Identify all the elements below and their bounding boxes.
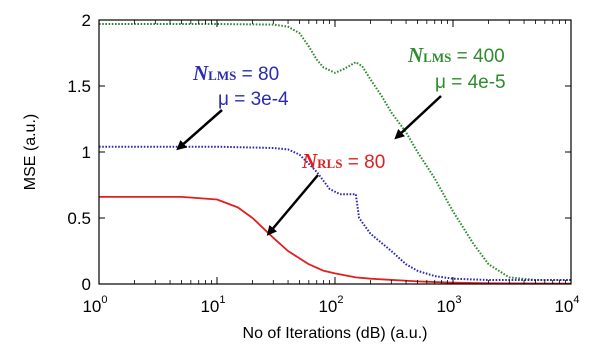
x-tick-label: 103 xyxy=(436,294,461,316)
x-tick-label: 101 xyxy=(200,294,225,316)
y-tick-label: 2 xyxy=(82,11,91,30)
annotation-nrls-80-value: = 80 xyxy=(342,152,385,173)
annotation-nrls-80-sub: RLS xyxy=(317,156,342,171)
annotation-nrls-80-arrow xyxy=(266,174,319,236)
annotation-nrls-80: NRLS = 80 xyxy=(266,149,385,236)
svg-text:NLMS = 400: NLMS = 400 xyxy=(407,43,505,67)
annotation-nlms-400-value: = 400 xyxy=(451,46,504,67)
series-line-2 xyxy=(99,195,572,285)
y-tick-label: 0 xyxy=(82,275,91,294)
annotation-nlms-80-arrow xyxy=(176,109,223,151)
series-layer xyxy=(99,23,572,285)
series-line-1 xyxy=(99,145,571,281)
ticks-layer: 0 0.5 1 1.5 2 100 101 102 103 104 xyxy=(67,11,579,316)
annotation-nlms-400-mu: μ = 4e-5 xyxy=(435,72,506,93)
annotation-nlms-400-arrow xyxy=(394,95,442,140)
y-tick-label: 0.5 xyxy=(67,209,91,228)
y-tick-label: 1.5 xyxy=(67,77,91,96)
annotation-nlms-80-value: = 80 xyxy=(236,64,279,85)
x-tick-label: 100 xyxy=(82,294,107,316)
annotation-nlms-80-name: N xyxy=(192,61,209,85)
x-tick-label: 104 xyxy=(554,294,579,316)
y-tick-label: 1 xyxy=(82,143,91,162)
annotation-nlms-80-mu: μ = 3e-4 xyxy=(218,89,289,110)
annotation-nlms-80: NLMS = 80 μ = 3e-4 xyxy=(176,61,289,151)
x-tick-label: 102 xyxy=(318,294,343,316)
annotation-nlms-400-name: N xyxy=(407,43,424,67)
annotation-nlms-400-sub: LMS xyxy=(423,50,451,65)
y-axis-label: MSE (a.u.) xyxy=(22,114,39,190)
svg-text:NRLS = 80: NRLS = 80 xyxy=(301,149,385,173)
annotation-nlms-400: NLMS = 400 μ = 4e-5 xyxy=(394,43,506,140)
x-axis-label: No of Iterations (dB) (a.u.) xyxy=(243,325,428,342)
svg-text:NLMS = 80: NLMS = 80 xyxy=(192,61,279,85)
annotation-nrls-80-name: N xyxy=(301,149,318,173)
series-line-0 xyxy=(99,23,571,281)
annotation-nlms-80-sub: LMS xyxy=(208,68,236,83)
